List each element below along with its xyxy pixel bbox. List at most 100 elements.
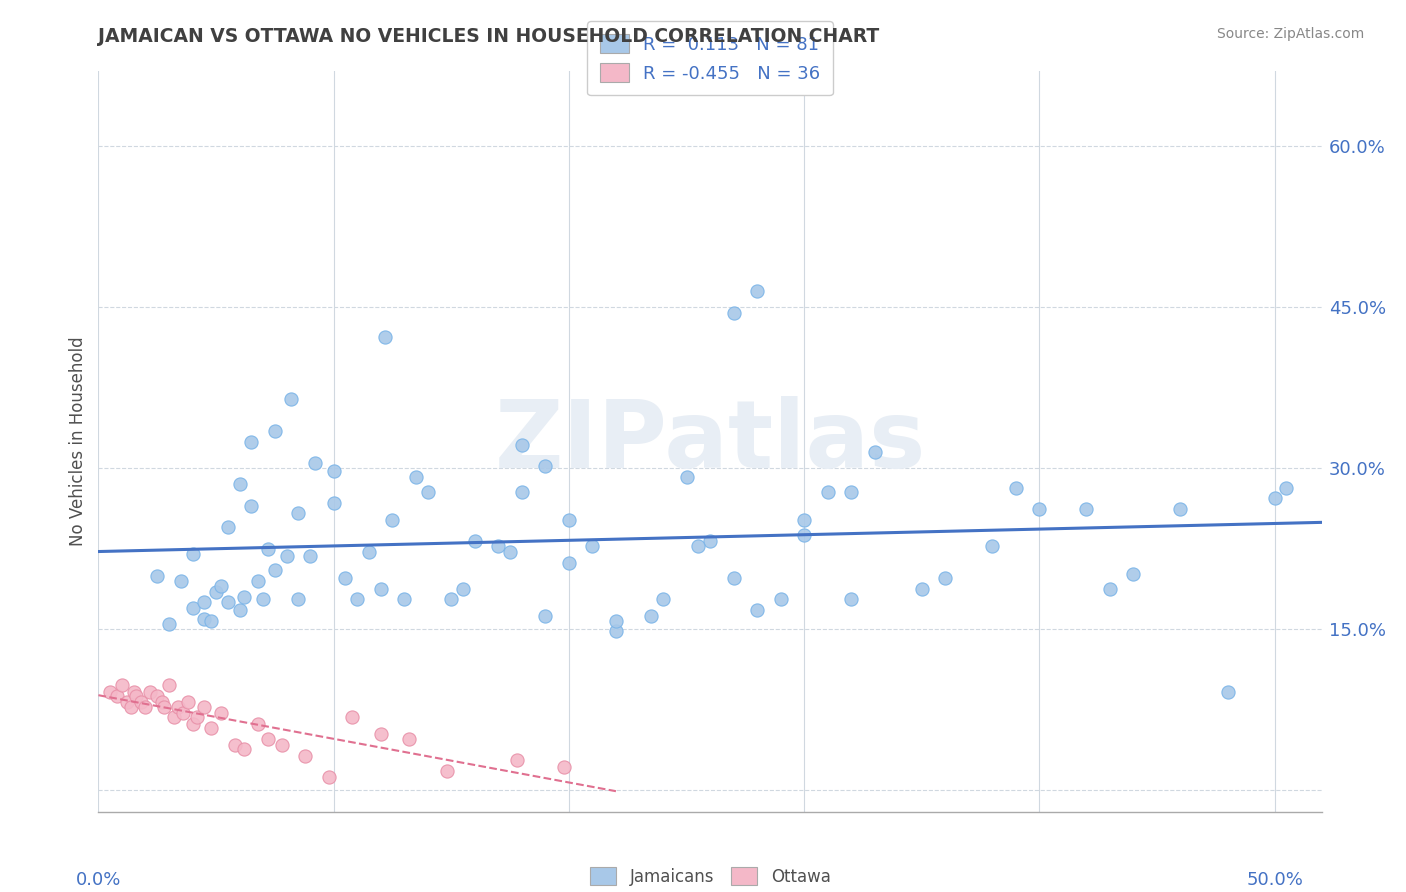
Point [247,716,270,731]
Point [374,330,396,344]
Point [793,528,815,542]
Point [115,695,138,709]
Point [263,424,285,438]
Text: ZIPatlas: ZIPatlas [495,395,925,488]
Point [193,611,215,625]
Point [398,731,420,746]
Point [294,748,316,763]
Point [499,545,522,559]
Point [209,579,232,593]
Point [322,496,344,510]
Point [224,738,246,752]
Point [193,699,215,714]
Point [233,590,256,604]
Point [652,592,675,607]
Point [981,539,1004,553]
Legend: Jamaicans, Ottawa: Jamaicans, Ottawa [583,860,837,892]
Point [370,727,392,741]
Point [122,684,145,698]
Point [911,582,934,596]
Point [276,549,298,564]
Point [252,592,274,607]
Point [181,716,204,731]
Point [793,513,815,527]
Point [181,547,204,561]
Point [270,738,294,752]
Point [318,771,340,785]
Point [534,609,557,624]
Point [346,592,368,607]
Text: JAMAICAN VS OTTAWA NO VEHICLES IN HOUSEHOLD CORRELATION CHART: JAMAICAN VS OTTAWA NO VEHICLES IN HOUSEH… [98,27,880,45]
Point [233,742,256,756]
Point [146,568,169,582]
Point [240,434,263,449]
Point [839,592,862,607]
Point [280,392,302,406]
Point [322,463,344,477]
Point [157,616,180,631]
Text: Source: ZipAtlas.com: Source: ZipAtlas.com [1216,27,1364,41]
Point [451,582,474,596]
Point [287,507,309,521]
Point [863,445,886,459]
Point [723,306,745,320]
Point [817,485,839,500]
Point [486,539,509,553]
Point [134,699,156,714]
Point [342,710,364,724]
Point [745,603,768,617]
Point [506,753,529,767]
Point [553,759,575,773]
Point [416,485,439,500]
Point [605,624,627,639]
Point [405,470,427,484]
Point [510,485,533,500]
Point [534,459,557,474]
Point [1098,582,1121,596]
Point [640,609,662,624]
Point [440,592,463,607]
Point [464,534,486,549]
Point [200,721,222,735]
Point [263,563,285,577]
Text: 0.0%: 0.0% [76,871,121,888]
Point [228,477,250,491]
Point [240,499,263,513]
Point [163,710,186,724]
Point [745,285,768,299]
Point [256,541,278,556]
Point [558,513,581,527]
Point [205,584,228,599]
Point [150,695,173,709]
Point [675,470,697,484]
Point [699,534,721,549]
Point [1004,481,1026,495]
Point [167,699,190,714]
Point [769,592,792,607]
Point [193,595,215,609]
Point [1076,502,1098,516]
Point [129,695,152,709]
Point [98,684,121,698]
Point [105,689,128,703]
Point [357,545,380,559]
Point [934,571,956,585]
Point [723,571,745,585]
Point [170,574,193,588]
Point [1216,684,1239,698]
Point [1275,481,1298,495]
Point [688,539,710,553]
Point [209,706,232,720]
Point [172,706,194,720]
Point [256,731,278,746]
Point [839,485,862,500]
Point [111,678,134,692]
Point [304,456,326,470]
Point [510,438,533,452]
Point [381,513,404,527]
Point [1170,502,1192,516]
Point [228,603,250,617]
Point [125,689,148,703]
Point [200,614,222,628]
Point [181,600,204,615]
